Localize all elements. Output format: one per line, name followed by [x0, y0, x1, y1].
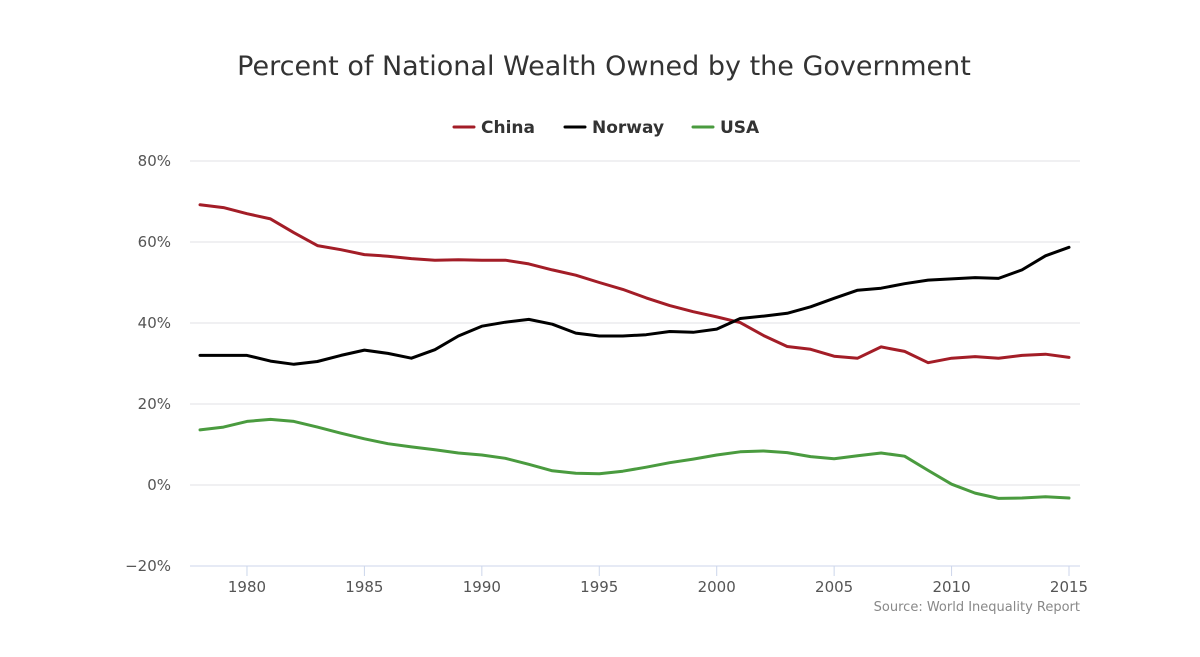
x-tick-label: 1990	[463, 578, 501, 596]
y-axis: −20% 0% 20% 40% 60% 80%	[125, 152, 171, 575]
y-tick-label: 0%	[147, 476, 171, 494]
series-line-china	[198, 203, 1071, 365]
x-tick-label: 2015	[1050, 578, 1088, 596]
y-tick-label: 60%	[138, 233, 171, 251]
source-note: Source: World Inequality Report	[874, 600, 1080, 615]
series-line-usa	[198, 417, 1071, 500]
y-tick-label: 40%	[138, 314, 171, 332]
series-group	[198, 203, 1071, 500]
series-line-norway	[198, 245, 1071, 366]
x-tick-label: 1995	[580, 578, 618, 596]
y-tick-label: 20%	[138, 395, 171, 413]
x-tick-label: 1980	[228, 578, 266, 596]
legend: China Norway USA	[452, 118, 760, 138]
x-tick-label: 2000	[698, 578, 736, 596]
legend-label-usa: USA	[720, 118, 760, 138]
gridlines	[190, 160, 1080, 486]
x-tick-label: 1985	[345, 578, 383, 596]
y-tick-label: 80%	[138, 152, 171, 170]
y-tick-label: −20%	[125, 557, 171, 575]
x-tick-label: 2005	[815, 578, 853, 596]
x-tick-label: 2010	[932, 578, 970, 596]
chart-title: Percent of National Wealth Owned by the …	[237, 51, 971, 82]
legend-label-china: China	[481, 118, 535, 138]
legend-label-norway: Norway	[592, 118, 664, 138]
x-axis: 1980 1985 1990 1995 2000 2005 2010 2015	[190, 565, 1088, 596]
